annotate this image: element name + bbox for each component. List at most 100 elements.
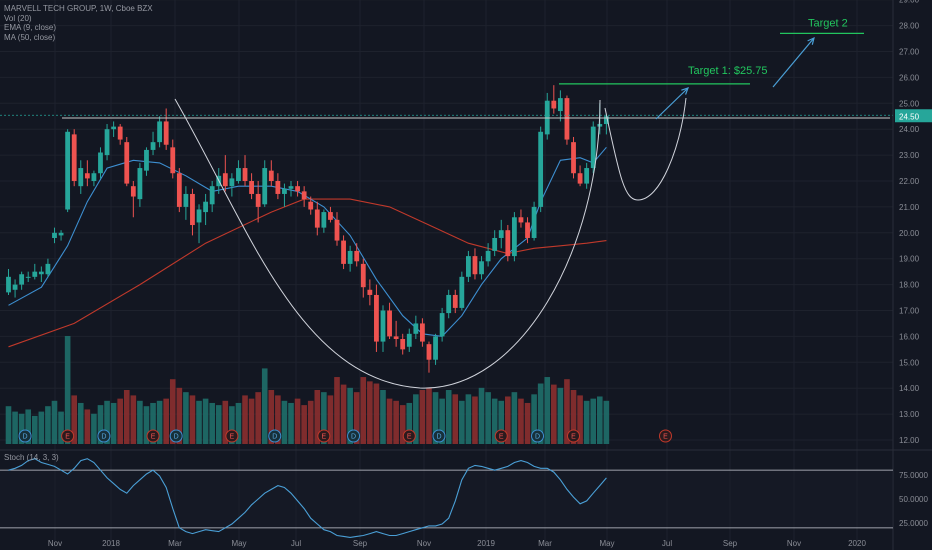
candle-body bbox=[426, 344, 432, 360]
volume-bar bbox=[275, 395, 281, 444]
candle-body bbox=[12, 284, 18, 290]
earnings-icon bbox=[659, 429, 672, 443]
volume-bar bbox=[426, 387, 432, 444]
volume-bar bbox=[5, 406, 12, 444]
candle-body bbox=[387, 310, 392, 337]
volume-bar bbox=[288, 402, 294, 444]
candle-body bbox=[91, 173, 97, 181]
candle-body bbox=[538, 131, 544, 207]
volume-bar bbox=[130, 395, 137, 444]
candle-body bbox=[433, 336, 438, 360]
time-tick-label: Mar bbox=[538, 539, 552, 548]
volume-bar bbox=[439, 398, 445, 444]
volume-bar bbox=[294, 398, 301, 444]
candle-body bbox=[295, 186, 300, 192]
volume-bar bbox=[84, 409, 91, 444]
volume-bar bbox=[150, 402, 156, 444]
candle-body bbox=[308, 201, 314, 210]
price-tick-label: 16.00 bbox=[899, 332, 920, 341]
volume-bar bbox=[189, 395, 196, 444]
volume-bar bbox=[432, 392, 439, 444]
arrow-to-target-1 bbox=[655, 87, 689, 120]
stoch-legend[interactable]: Stoch (14, 3, 3) bbox=[4, 453, 59, 462]
candle-body bbox=[170, 147, 176, 174]
last-price-tag bbox=[895, 109, 932, 123]
volume-bar bbox=[163, 398, 169, 444]
volume-bar bbox=[196, 400, 202, 444]
candle-body bbox=[551, 100, 557, 109]
earnings-icon bbox=[567, 429, 581, 443]
candle-body bbox=[420, 323, 425, 342]
arrow-to-target-2 bbox=[772, 37, 815, 88]
candle-body bbox=[446, 294, 452, 314]
volume-bar bbox=[314, 390, 321, 444]
volume-bar bbox=[176, 387, 183, 444]
volume-legend[interactable]: Vol (20) bbox=[4, 13, 32, 23]
candle-body bbox=[577, 173, 583, 184]
time-axis[interactable]: Nov 2018 Mar May Jul Sep Nov 2019 Mar May Jul Sep No… bbox=[48, 539, 867, 548]
volume-bar bbox=[215, 405, 222, 444]
dividend-icon bbox=[347, 429, 361, 443]
candle-body bbox=[78, 168, 84, 187]
volume-bar bbox=[590, 398, 597, 444]
candle-body bbox=[374, 294, 379, 342]
volume-bar bbox=[505, 396, 511, 444]
time-tick-label: Nov bbox=[48, 539, 62, 548]
candle-body bbox=[439, 313, 445, 337]
candle-body bbox=[367, 289, 373, 295]
volume-bar bbox=[209, 402, 215, 444]
candle-body bbox=[25, 276, 31, 278]
volume-bar bbox=[117, 398, 123, 444]
symbol-label[interactable]: MARVELL TECH GROUP, 1W, Cboe BZX bbox=[4, 4, 153, 13]
time-tick-label: Nov bbox=[417, 539, 431, 548]
marker-label: E bbox=[65, 434, 70, 441]
ma-legend[interactable]: MA (50, close) bbox=[4, 32, 56, 42]
candle-body bbox=[84, 173, 90, 179]
price-tick-label: 13.00 bbox=[899, 410, 920, 419]
volume-bars bbox=[5, 336, 610, 444]
candle-body bbox=[255, 193, 261, 207]
volume-bar bbox=[465, 394, 472, 444]
price-tick-label: 25.00 bbox=[899, 99, 920, 108]
ema-legend[interactable]: EMA (9, close) bbox=[4, 23, 57, 32]
price-axis[interactable]: 12.00 13.00 14.00 15.00 16.00 17.00 18.00 19.00… bbox=[892, 0, 932, 550]
volume-bar bbox=[235, 402, 242, 444]
price-tick-label: 23.00 bbox=[899, 151, 920, 160]
volume-bar bbox=[353, 392, 360, 444]
volume-bar bbox=[25, 409, 32, 444]
price-tick-label: 21.00 bbox=[899, 203, 920, 212]
candle-body bbox=[321, 212, 327, 228]
volume-bar bbox=[557, 387, 564, 444]
volume-bar bbox=[334, 377, 340, 444]
arrow-to-target-1-head bbox=[681, 87, 689, 95]
marker-label: D bbox=[23, 434, 28, 441]
candle-body bbox=[518, 217, 524, 223]
stoch-tick-label: 25.0000 bbox=[899, 519, 928, 528]
candle-body bbox=[603, 116, 609, 125]
marker-label: E bbox=[499, 434, 504, 441]
candle-body bbox=[354, 250, 360, 262]
marker-label: E bbox=[322, 434, 327, 441]
time-tick-label: Jul bbox=[291, 539, 301, 548]
price-tick-label: 28.00 bbox=[899, 22, 920, 31]
volume-bar bbox=[255, 392, 261, 444]
volume-bar bbox=[301, 405, 307, 444]
candle-body bbox=[98, 152, 103, 174]
target-2-label: Target 2 bbox=[808, 17, 848, 29]
price-tick-label: 20.00 bbox=[899, 229, 920, 238]
volume-bar bbox=[478, 387, 485, 444]
candle-body bbox=[150, 142, 156, 150]
dividend-icon bbox=[18, 429, 32, 443]
candle-body bbox=[157, 121, 163, 143]
marker-label: D bbox=[272, 434, 277, 441]
marker-label: E bbox=[230, 434, 235, 441]
candle-body bbox=[564, 98, 570, 140]
volume-bar bbox=[485, 392, 491, 444]
time-tick-label: Jul bbox=[662, 539, 672, 548]
cup-and-handle-drawings: Target 1: $25.75 Target 2 bbox=[0, 17, 893, 389]
volume-bar bbox=[419, 390, 426, 444]
candle-body bbox=[288, 186, 294, 189]
candle-body bbox=[314, 209, 320, 228]
volume-bar bbox=[229, 406, 235, 444]
volume-bar bbox=[393, 400, 399, 444]
